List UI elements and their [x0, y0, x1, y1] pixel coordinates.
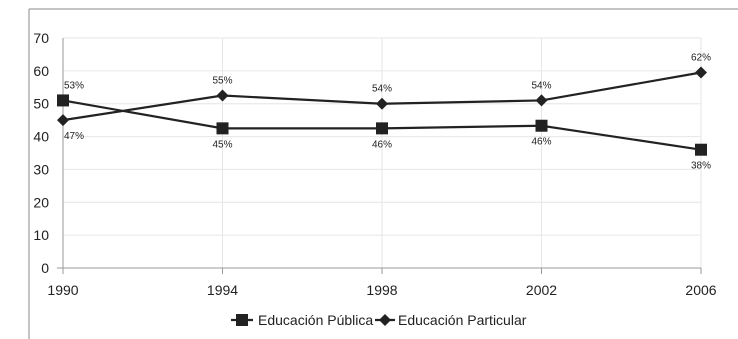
legend-label-publica: Educación Pública [258, 312, 373, 328]
data-point-square [57, 94, 69, 107]
y-tick-label: 30 [33, 161, 49, 177]
y-tick-label: 10 [33, 227, 49, 243]
data-point-diamond [57, 114, 69, 127]
x-tick-label: 1994 [207, 282, 238, 298]
data-label: 45% [212, 139, 232, 150]
data-point-diamond [535, 94, 548, 107]
data-point-square [535, 119, 548, 132]
y-tick-label: 0 [41, 260, 49, 276]
data-point-diamond [695, 66, 707, 79]
data-label: 46% [372, 139, 392, 150]
data-label: 55% [212, 76, 232, 87]
y-tick-label: 20 [33, 194, 49, 210]
x-tick-label: 2006 [685, 282, 716, 298]
data-label: 47% [64, 131, 84, 142]
y-tick-label: 70 [33, 30, 49, 46]
x-tick-label: 1998 [366, 282, 397, 298]
data-point-square [376, 122, 388, 135]
data-label: 62% [691, 53, 711, 64]
data-point-diamond [216, 89, 229, 102]
plot-area: 0 10 20 30 40 50 60 70 1990 1994 1998 2002 2006 53% 45… [33, 30, 716, 298]
legend-diamond-marker [379, 314, 391, 326]
legend: Educación Pública Educación Particular [231, 312, 527, 328]
y-tick-label: 50 [33, 96, 49, 112]
legend-label-particular: Educación Particular [398, 312, 527, 328]
data-label: 38% [691, 161, 711, 172]
data-label: 54% [531, 80, 551, 91]
data-point-square [216, 122, 229, 135]
data-point-square [695, 143, 707, 156]
x-tick-label: 2002 [526, 282, 557, 298]
data-label: 46% [531, 137, 551, 148]
y-tick-label: 40 [33, 129, 49, 145]
legend-square-marker [236, 314, 248, 326]
data-label: 53% [64, 80, 84, 91]
x-tick-label: 1990 [47, 282, 78, 298]
data-label: 54% [372, 84, 392, 95]
data-point-diamond [376, 97, 388, 110]
y-tick-label: 60 [33, 63, 49, 79]
